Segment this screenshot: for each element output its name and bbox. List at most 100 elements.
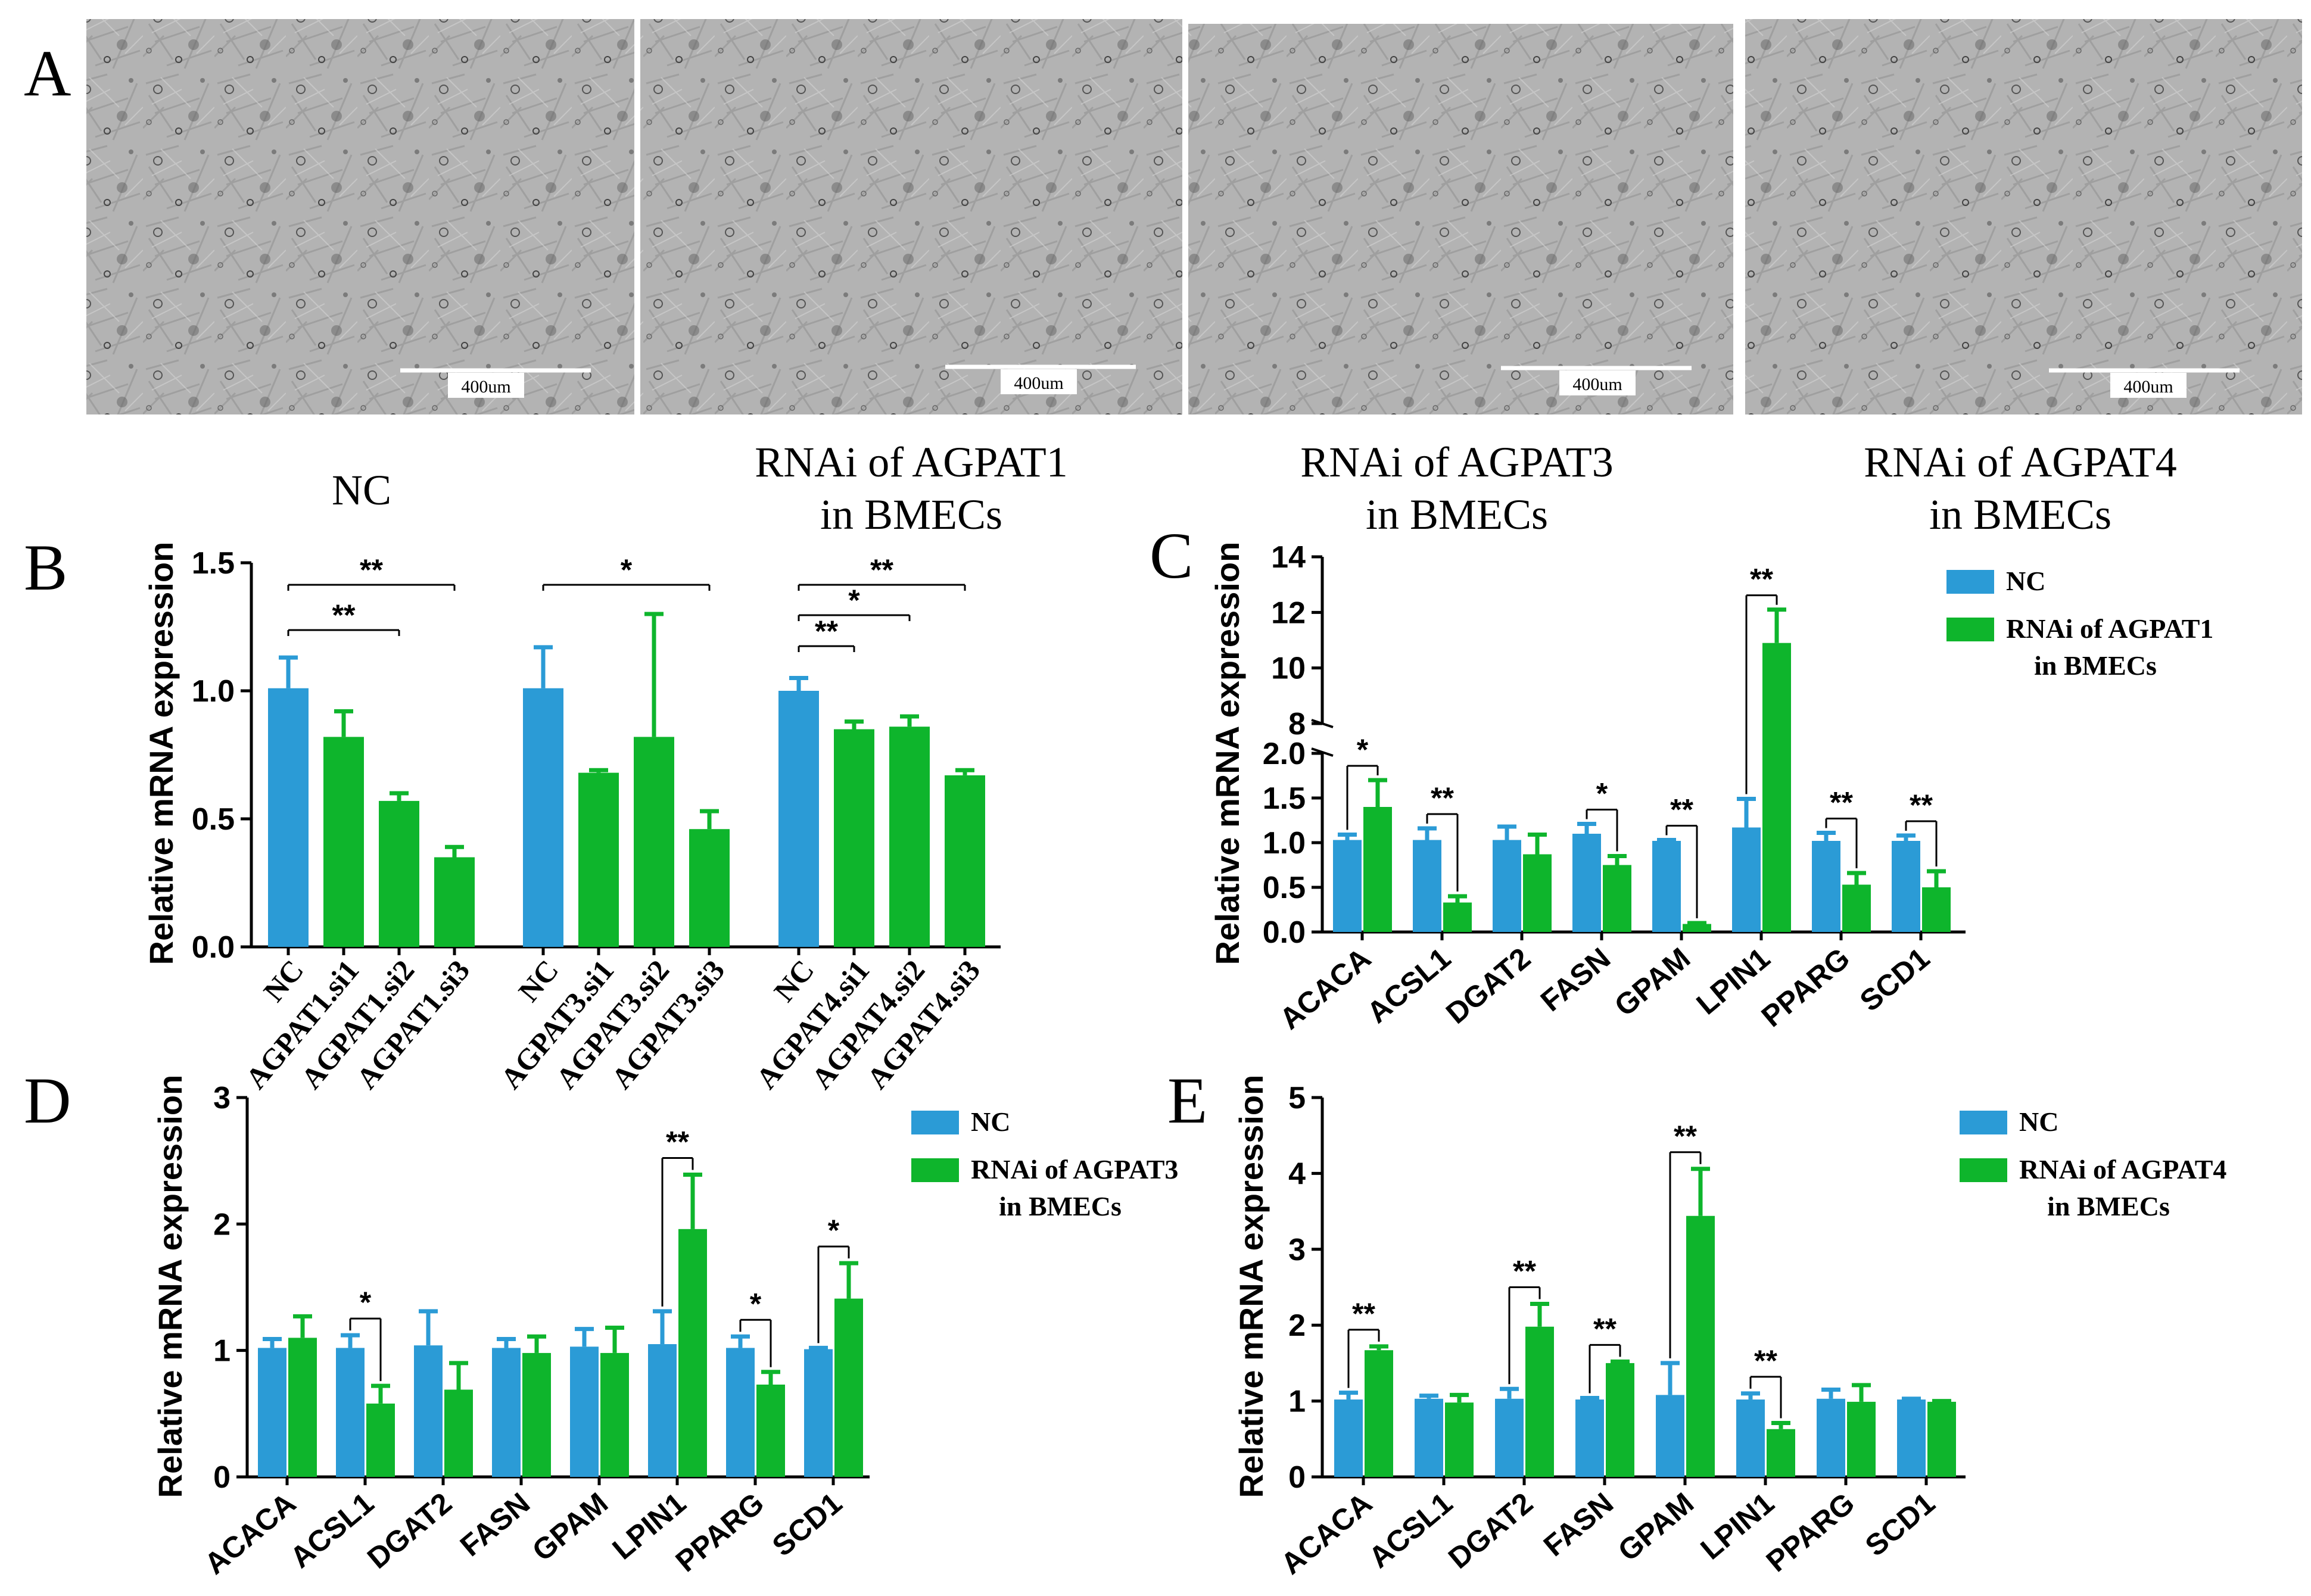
micrograph-image-agpat3 — [1188, 24, 1733, 414]
bar-nc-lpin1 — [1732, 827, 1761, 932]
y-tick-label: 14 — [1271, 540, 1306, 575]
bar-nc-acaca — [1333, 840, 1362, 932]
y-tick-label: 1.0 — [1263, 826, 1306, 861]
bar-rnai-dgat2 — [444, 1389, 473, 1477]
bar-nc-lpin1 — [648, 1344, 677, 1477]
bar-nc-lpin1 — [1736, 1399, 1765, 1477]
significance-label: * — [360, 1286, 372, 1319]
significance-label: ** — [1431, 781, 1454, 815]
x-tick-label: ACSL1 — [1361, 942, 1457, 1030]
x-tick-label: DGAT2 — [1442, 1486, 1539, 1575]
significance-label: ** — [1513, 1255, 1536, 1288]
scale-label: 400um — [1014, 373, 1063, 393]
bar-nc-dgat2 — [1495, 1398, 1524, 1477]
chart-panel-c: 0.0 0.5 1.0 1.5 2.08 10 12 14 Relative mRNA expr… — [1209, 540, 2213, 1036]
y-tick-label: 1.5 — [192, 546, 235, 581]
x-tick-label: GPAM — [1608, 942, 1696, 1023]
significance-label: * — [1357, 733, 1369, 766]
micrograph-agpat1: 400um RNAi of AGPAT1 in BMECs — [640, 19, 1182, 538]
bar-nc-fasn — [1572, 834, 1601, 932]
significance-label: ** — [870, 553, 893, 587]
y-tick-label: 1 — [1288, 1385, 1306, 1419]
micrograph-agpat4: 400um RNAi of AGPAT4 in BMECs — [1745, 19, 2302, 538]
bar-nc-acaca — [1334, 1399, 1363, 1477]
micrograph-caption: NC — [332, 466, 391, 514]
x-tick-label: SCD1 — [1854, 942, 1936, 1018]
y-tick-label: 3 — [1288, 1233, 1306, 1267]
scale-label: 400um — [461, 377, 510, 397]
micrograph-image-agpat4 — [1745, 19, 2302, 414]
bar-rnai-fasn — [522, 1352, 551, 1477]
bar-rnai-gpam — [1686, 1215, 1715, 1477]
bar-agpat3-si3 — [689, 829, 730, 947]
panel-letter-d: D — [24, 1064, 71, 1137]
y-tick-label: 5 — [1288, 1081, 1306, 1115]
bar-rnai-acsl1 — [1445, 1402, 1474, 1477]
bar-rnai-pparg — [756, 1384, 785, 1477]
significance-label: ** — [1754, 1344, 1777, 1377]
bar-rnai-dgat2 — [1523, 854, 1552, 932]
legend-label-rnai-line2: in BMECs — [2047, 1191, 2170, 1221]
y-tick-label: 2 — [1288, 1308, 1306, 1343]
x-tick-label: FASN — [1537, 1486, 1619, 1563]
significance-label: ** — [1750, 563, 1773, 596]
micrograph-caption-line2: in BMECs — [820, 491, 1002, 538]
legend-swatch-nc — [1946, 570, 1994, 594]
x-tick-label: ACSL1 — [284, 1486, 381, 1575]
significance-label: ** — [666, 1126, 689, 1159]
significance-label: ** — [1830, 786, 1853, 819]
y-axis-label: Relative mRNA expression — [1209, 542, 1246, 965]
x-tick-label: FASN — [454, 1486, 536, 1563]
x-tick-label: ACACA — [1275, 1486, 1378, 1581]
x-tick-label: ACSL1 — [1363, 1486, 1459, 1575]
bar-rnai-pparg — [1847, 1401, 1876, 1477]
x-tick-label: ACACA — [198, 1486, 302, 1581]
bar-rnai-gpam — [600, 1352, 629, 1477]
significance-label: ** — [1670, 793, 1693, 827]
legend-label-rnai: RNAi of AGPAT1 — [2006, 613, 2213, 644]
significance-label: ** — [1674, 1120, 1697, 1153]
significance-label: ** — [1593, 1312, 1617, 1345]
bar-nc-acsl1 — [1413, 840, 1441, 932]
legend-swatch-nc — [1960, 1111, 2007, 1134]
y-axis-label: Relative mRNA expression — [151, 1075, 189, 1498]
significance-label: * — [828, 1214, 840, 1247]
bar-nc-pparg — [726, 1348, 755, 1477]
panel-letter-b: B — [24, 531, 67, 604]
y-tick-label: 4 — [1288, 1157, 1306, 1191]
bar-nc-fasn — [1575, 1399, 1604, 1477]
y-tick-label: 1.5 — [1263, 781, 1306, 816]
bar-rnai-acaca — [1365, 1350, 1393, 1477]
micrograph-caption: RNAi of AGPAT1 — [755, 438, 1067, 486]
bar-rnai-gpam — [1683, 924, 1711, 932]
bar-agpat3-si2 — [634, 737, 674, 947]
micrograph-nc: 400um NC — [86, 19, 634, 514]
bar-nc-acsl1 — [1415, 1398, 1443, 1477]
panel-letter-e: E — [1167, 1064, 1207, 1137]
significance-label: ** — [1910, 788, 1933, 822]
x-tick-label: GPAM — [526, 1486, 614, 1568]
y-axis-label: Relative mRNA expression — [1232, 1075, 1270, 1498]
legend-label-rnai: RNAi of AGPAT3 — [971, 1154, 1178, 1184]
x-tick-label: GPAM — [1612, 1486, 1700, 1568]
y-tick-label: 0 — [213, 1460, 231, 1495]
bar-nc-pparg — [1812, 841, 1840, 932]
significance-label: * — [750, 1287, 762, 1320]
bar-nc-acaca — [258, 1348, 286, 1477]
bar-agpat1-si3 — [434, 857, 475, 947]
y-tick-label: 0 — [1288, 1460, 1306, 1495]
bar-nc-scd1 — [1897, 1399, 1926, 1477]
x-tick-label: ACACA — [1273, 942, 1377, 1036]
bar-nc-gpam — [1656, 1395, 1684, 1477]
bar-agpat1-si1 — [323, 737, 364, 947]
x-tick-label: SCD1 — [1859, 1486, 1941, 1563]
bar-rnai-scd1 — [1922, 887, 1951, 932]
y-tick-label: 0.0 — [192, 930, 235, 965]
bar-nc-gpam — [1652, 841, 1681, 932]
bar-agpat1-si2 — [379, 800, 419, 947]
bar-nc — [523, 688, 563, 947]
legend-label-nc: NC — [2019, 1106, 2058, 1137]
bar-rnai-acaca — [288, 1338, 317, 1477]
y-tick-label: 0.0 — [1263, 915, 1306, 950]
